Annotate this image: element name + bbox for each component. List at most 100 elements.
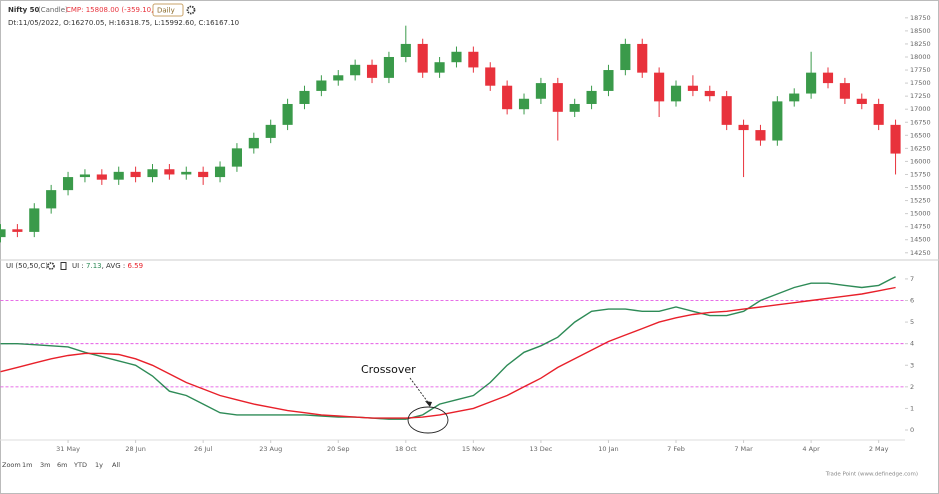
toolbar-button[interactable]: YTD xyxy=(73,461,87,469)
y-tick-label: 5 xyxy=(910,318,914,326)
y-tick-label: 17250 xyxy=(910,92,931,100)
annotation-circle xyxy=(407,406,449,434)
candle-body xyxy=(164,169,175,175)
candle-body xyxy=(502,85,513,110)
candle-body xyxy=(299,90,310,104)
y-tick-label: 17000 xyxy=(910,105,931,113)
ohlc-info: Dt:11/05/2022, O:16270.05, H:16318.75, L… xyxy=(8,19,239,27)
settings-icon[interactable] xyxy=(186,5,196,15)
x-tick-label: 18 Oct xyxy=(395,445,417,453)
y-tick-label: 16750 xyxy=(910,118,931,126)
candle-body xyxy=(248,137,259,149)
toolbar-button[interactable]: 1m xyxy=(22,461,32,469)
candle-body xyxy=(755,130,766,141)
cmp: CMP: 15808.00 (-359.10, -2.22%) xyxy=(66,6,183,14)
ui-value: 7.13 xyxy=(86,262,102,270)
candle-body xyxy=(704,90,715,97)
candle-body xyxy=(839,83,850,99)
candle-body xyxy=(147,169,158,178)
candle-body xyxy=(856,98,867,104)
candle-body xyxy=(738,124,749,131)
y-tick-label: 2 xyxy=(910,383,914,391)
candle-body xyxy=(586,90,597,104)
toolbar-button[interactable]: 3m xyxy=(40,461,50,469)
candle-body xyxy=(721,96,732,125)
candle-body xyxy=(130,171,141,178)
y-tick-label: 17500 xyxy=(910,79,931,87)
candle-body xyxy=(789,93,800,102)
annotation: Crossover xyxy=(361,363,416,376)
candle-body xyxy=(670,85,682,102)
y-tick-label: 4 xyxy=(910,340,914,348)
symbol: Nifty 50 xyxy=(8,6,40,14)
y-tick-label: 7 xyxy=(910,275,914,283)
candle-body xyxy=(822,72,834,84)
candle-body xyxy=(265,124,276,138)
candle-body xyxy=(890,124,901,154)
candle-body xyxy=(434,62,445,73)
candle-body xyxy=(181,171,192,175)
candle-body xyxy=(113,171,124,180)
candle-body xyxy=(12,229,23,232)
candle-body xyxy=(62,177,74,191)
y-tick-label: 16000 xyxy=(910,157,931,165)
y-tick-label: 15750 xyxy=(910,170,931,178)
candle-body xyxy=(772,101,783,141)
candle-body xyxy=(0,229,6,238)
candle-body xyxy=(603,70,614,91)
y-tick-label: 3 xyxy=(910,361,914,369)
x-tick-label: 26 Jul xyxy=(194,445,212,453)
series-line xyxy=(0,286,896,419)
candle-body xyxy=(282,103,293,125)
interval[interactable]: Daily xyxy=(157,7,175,15)
x-tick-label: 7 Feb xyxy=(667,445,685,453)
y-tick-label: 18500 xyxy=(910,27,931,35)
candle-body xyxy=(231,148,242,167)
x-tick-label: 7 Mar xyxy=(734,445,753,453)
toolbar-label: Zoom xyxy=(2,461,21,469)
delete-icon[interactable] xyxy=(60,262,67,270)
toolbar-button[interactable]: 1y xyxy=(95,461,103,469)
candle-body xyxy=(637,43,648,73)
y-tick-label: 6 xyxy=(910,296,914,304)
chart-style: (Candle) xyxy=(38,6,68,14)
toolbar-button[interactable]: 6m xyxy=(57,461,67,469)
avg-label: , AVG : xyxy=(102,262,126,270)
y-tick-label: 14500 xyxy=(910,236,931,244)
candle-body xyxy=(451,51,462,63)
avg-value: 6.59 xyxy=(127,262,143,270)
ui-label: UI : xyxy=(72,262,84,270)
candle-body xyxy=(400,43,411,57)
annotation-arrowhead xyxy=(425,401,432,407)
candle-body xyxy=(46,190,57,209)
candle-body xyxy=(485,67,496,86)
candle-body xyxy=(468,51,479,68)
y-tick-label: 17750 xyxy=(910,66,931,74)
series-line xyxy=(0,276,896,420)
candle-body xyxy=(366,64,378,78)
y-tick-label: 15250 xyxy=(910,197,931,205)
x-tick-label: 28 Jun xyxy=(125,445,146,453)
footer: Trade Point (www.definedge.com) xyxy=(825,472,918,478)
candle-body xyxy=(569,103,580,112)
candle-body xyxy=(96,174,107,180)
toolbar-button[interactable]: All xyxy=(112,461,120,469)
indicator-settings-icon[interactable] xyxy=(47,262,55,270)
candle-body xyxy=(214,166,226,178)
y-tick-label: 14250 xyxy=(910,249,931,257)
candle-body xyxy=(383,56,394,78)
x-tick-label: 2 May xyxy=(869,445,889,453)
candle-body xyxy=(198,171,209,178)
x-tick-label: 15 Nov xyxy=(462,445,485,453)
x-tick-label: 4 Apr xyxy=(802,445,820,453)
candle-body xyxy=(620,43,631,71)
candle-body xyxy=(535,83,546,99)
candle-body xyxy=(552,83,563,112)
y-tick-label: 0 xyxy=(910,426,914,434)
interval-button[interactable] xyxy=(152,3,184,17)
candle-body xyxy=(350,64,361,76)
y-tick-label: 15500 xyxy=(910,184,931,192)
x-tick-label: 31 May xyxy=(56,445,80,453)
